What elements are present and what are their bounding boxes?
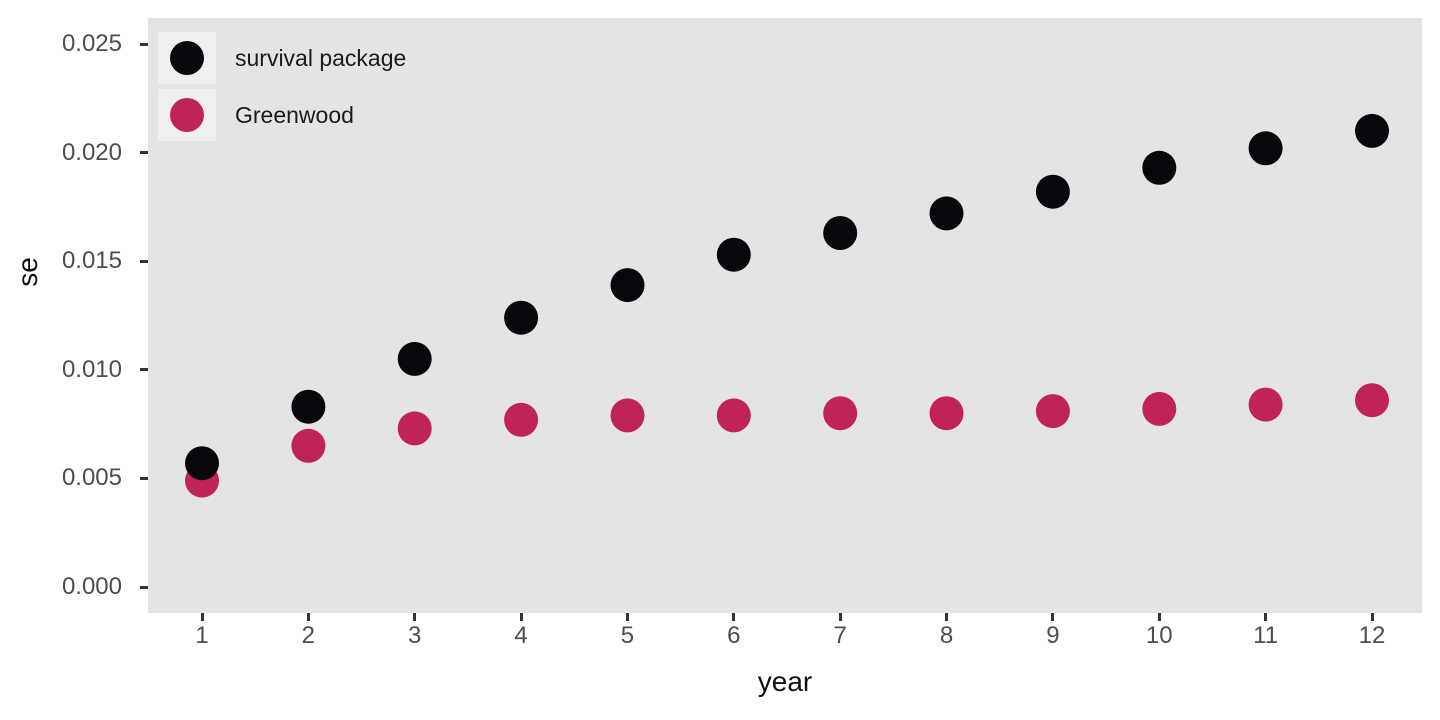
x-tick-mark [1051, 613, 1055, 621]
data-point-survival-package-year-3 [397, 341, 432, 376]
plot-panel: survival package Greenwood [148, 18, 1422, 613]
x-tick-mark [625, 613, 629, 621]
data-point-greenwood-year-6 [716, 398, 751, 433]
y-tick-label: 0.025 [61, 30, 122, 57]
data-point-survival-package-year-4 [504, 300, 539, 335]
data-point-survival-package-year-11 [1248, 131, 1283, 166]
x-tick-label: 9 [1046, 622, 1060, 649]
y-tick-mark [140, 476, 148, 480]
x-tick-label: 11 [1253, 622, 1279, 649]
x-tick-label: 3 [408, 622, 422, 649]
x-tick-label: 1 [195, 622, 209, 649]
x-tick-label: 10 [1145, 622, 1173, 649]
data-point-greenwood-year-8 [929, 396, 964, 431]
data-point-survival-package-year-8 [929, 196, 964, 231]
x-tick-mark [519, 613, 523, 621]
x-tick-mark [306, 613, 310, 621]
data-point-greenwood-year-7 [823, 396, 858, 431]
y-tick-mark [140, 151, 148, 155]
data-point-survival-package-year-9 [1035, 174, 1070, 209]
y-tick-label: 0.020 [61, 138, 122, 166]
data-point-greenwood-year-12 [1355, 383, 1389, 418]
y-tick-label: 0.000 [61, 573, 122, 600]
x-tick-mark [200, 613, 204, 621]
x-axis-title: year [757, 666, 813, 697]
x-tick-mark [945, 613, 949, 621]
legend-key [158, 89, 216, 141]
y-tick-mark [140, 368, 148, 372]
x-tick-mark [1370, 613, 1374, 621]
legend-swatch-circle [170, 98, 204, 132]
y-tick-mark [140, 585, 148, 589]
x-tick-mark [732, 613, 736, 621]
scatter-points-layer [185, 113, 1389, 498]
x-tick-label: 6 [727, 622, 741, 649]
data-point-survival-package-year-6 [716, 237, 751, 272]
data-point-survival-package-year-10 [1142, 150, 1177, 185]
data-point-survival-package-year-7 [823, 216, 858, 250]
x-tick-label: 5 [620, 622, 635, 649]
x-tick-label: 4 [514, 622, 528, 649]
data-point-greenwood-year-9 [1035, 394, 1070, 429]
x-tick-label: 2 [301, 622, 316, 649]
data-point-survival-package-year-1 [185, 446, 219, 481]
legend: survival package Greenwood [158, 32, 406, 146]
y-axis-title: se [12, 257, 43, 287]
x-tick-label: 8 [939, 622, 954, 649]
data-point-survival-package-year-2 [291, 389, 326, 424]
legend-item-survival-package: survival package [158, 32, 406, 84]
x-tick-mark [413, 613, 417, 621]
y-tick-mark [140, 42, 148, 46]
x-tick-mark [1157, 613, 1161, 621]
legend-item-greenwood: Greenwood [158, 89, 406, 141]
data-point-greenwood-year-2 [291, 428, 326, 463]
y-tick-label: 0.010 [61, 355, 122, 383]
y-tick-mark [140, 259, 148, 263]
x-tick-label: 7 [833, 622, 847, 649]
x-tick-mark [838, 613, 842, 621]
data-point-greenwood-year-11 [1248, 387, 1283, 422]
y-tick-label: 0.005 [61, 464, 122, 492]
legend-swatch-circle [170, 41, 204, 75]
data-point-survival-package-year-12 [1355, 113, 1389, 148]
x-tick-mark [1264, 613, 1268, 621]
legend-key [158, 32, 216, 84]
x-tick-label: 12 [1358, 622, 1386, 649]
data-point-greenwood-year-5 [610, 398, 645, 433]
data-point-greenwood-year-10 [1142, 391, 1177, 426]
legend-item-label: Greenwood [235, 101, 354, 128]
data-point-survival-package-year-5 [610, 268, 645, 303]
data-point-greenwood-year-3 [397, 411, 432, 446]
y-tick-label: 0.015 [61, 247, 122, 275]
legend-item-label: survival package [235, 44, 407, 71]
data-point-greenwood-year-4 [504, 402, 539, 437]
